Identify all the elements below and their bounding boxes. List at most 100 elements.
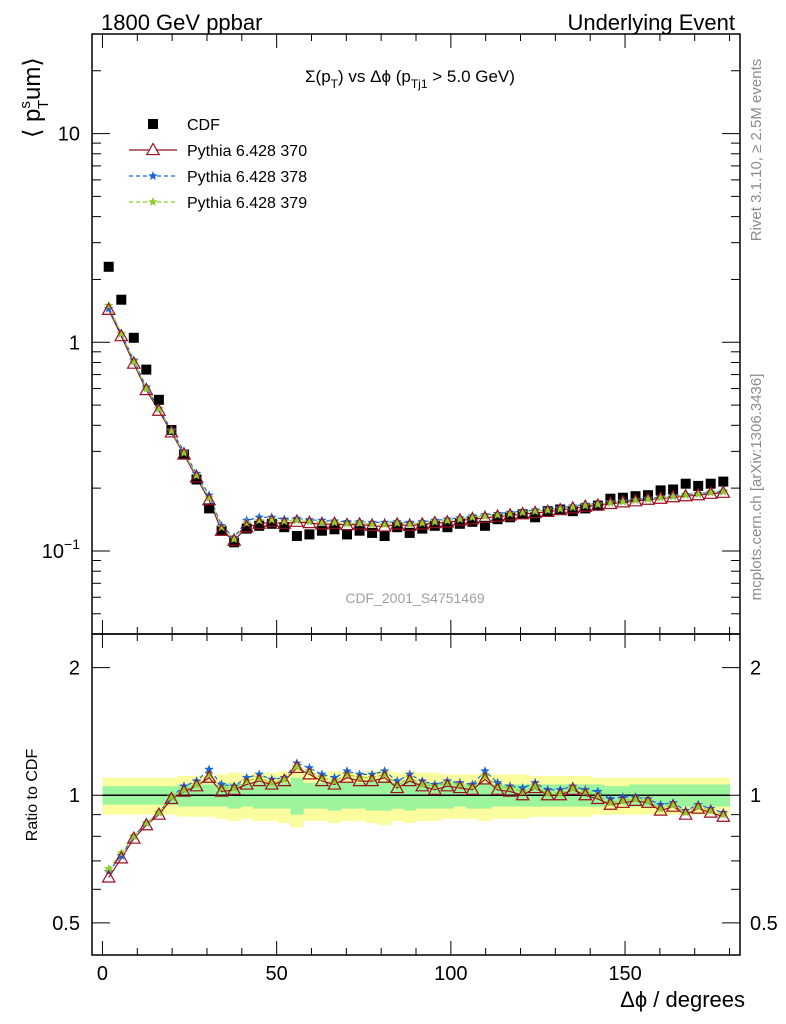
ratio-point-pythia-6-428-370-5 xyxy=(164,791,179,805)
ratio-point-pythia-6-428-379-18 xyxy=(329,776,340,786)
cdf-point-12 xyxy=(254,520,265,531)
main-point-pythia-6-428-379-26 xyxy=(430,516,440,526)
ratio-point-pythia-6-428-379-40 xyxy=(605,797,616,807)
cdf-point-32 xyxy=(505,512,516,523)
ratio-point-pythia-6-428-379-37 xyxy=(568,783,578,793)
ratio-point-pythia-6-428-370-3 xyxy=(139,817,154,831)
ratio-point-pythia-6-428-370-29 xyxy=(465,782,480,795)
ratio-point-pythia-6-428-379-9 xyxy=(216,783,227,793)
cdf-point-44 xyxy=(655,485,666,496)
main-point-pythia-6-428-379-36 xyxy=(555,503,565,513)
ratio-point-pythia-6-428-370-47 xyxy=(690,800,706,814)
cdf-point-19 xyxy=(342,529,352,540)
ratio-point-pythia-6-428-370-42 xyxy=(628,793,643,806)
main-point-pythia-6-428-370-33 xyxy=(515,506,530,520)
main-point-pythia-6-428-379-28 xyxy=(455,514,465,524)
main-point-pythia-6-428-379-18 xyxy=(329,517,340,527)
main-point-pythia-6-428-379-48 xyxy=(706,487,716,497)
ratio-point-pythia-6-428-370-27 xyxy=(440,778,455,792)
ratio-point-pythia-6-428-370-22 xyxy=(377,769,392,783)
cdf-point-13 xyxy=(266,518,277,529)
header-right: Underlying Event xyxy=(567,10,735,35)
main-point-pythia-6-428-379-21 xyxy=(367,519,377,529)
cdf-point-15 xyxy=(291,531,302,541)
ratio-point-pythia-6-428-370-38 xyxy=(578,787,593,801)
ratio-point-pythia-6-428-370-20 xyxy=(352,773,367,787)
main-y-tick-exponent: −1 xyxy=(64,536,80,552)
main-point-pythia-6-428-379-40 xyxy=(605,497,616,507)
main-point-pythia-6-428-379-49 xyxy=(718,486,728,496)
main-point-pythia-6-428-370-2 xyxy=(126,355,142,369)
main-point-pythia-6-428-370-15 xyxy=(289,514,305,527)
main-point-pythia-6-428-370-4 xyxy=(151,402,167,416)
main-point-pythia-6-428-379-15 xyxy=(292,515,302,525)
legend-marker-pythia-6-428-370 xyxy=(145,142,161,156)
ratio-point-pythia-6-428-379-29 xyxy=(467,781,478,791)
cdf-point-11 xyxy=(241,523,252,534)
main-point-pythia-6-428-379-0 xyxy=(104,300,114,310)
main-point-pythia-6-428-379-45 xyxy=(668,491,678,501)
ratio-point-pythia-6-428-370-26 xyxy=(427,782,443,795)
ratio-point-pythia-6-428-379-15 xyxy=(292,761,302,771)
main-point-pythia-6-428-379-29 xyxy=(467,512,478,522)
main-point-pythia-6-428-370-40 xyxy=(603,496,618,510)
ratio-point-pythia-6-428-370-13 xyxy=(264,776,279,790)
main-point-pythia-6-428-370-5 xyxy=(164,424,179,438)
ratio-point-pythia-6-428-379-23 xyxy=(392,779,402,789)
main-point-pythia-6-428-370-36 xyxy=(553,502,568,516)
main-point-pythia-6-428-379-23 xyxy=(392,518,402,528)
main-point-pythia-6-428-370-9 xyxy=(214,522,229,536)
main-point-pythia-6-428-370-24 xyxy=(402,518,417,531)
ratio-point-pythia-6-428-370-14 xyxy=(277,773,292,787)
main-point-pythia-6-428-379-13 xyxy=(267,514,277,524)
ratio-point-pythia-6-428-370-39 xyxy=(590,791,606,805)
ratio-point-pythia-6-428-370-40 xyxy=(603,796,618,810)
ratio-point-pythia-6-428-379-21 xyxy=(367,772,377,782)
x-tick-label-100: 100 xyxy=(434,963,467,985)
cdf-point-16 xyxy=(304,529,315,540)
main-point-pythia-6-428-370-27 xyxy=(440,514,455,528)
main-point-pythia-6-428-379-11 xyxy=(241,518,252,528)
ratio-point-pythia-6-428-379-25 xyxy=(417,779,427,789)
legend-label-pythia-6-428-378: Pythia 6.428 378 xyxy=(187,169,307,186)
ylabel-sup: s xyxy=(17,101,34,109)
ratio-point-pythia-6-428-379-46 xyxy=(680,807,691,817)
main-point-pythia-6-428-370-16 xyxy=(302,515,317,529)
cdf-point-37 xyxy=(567,506,578,517)
main-point-pythia-6-428-379-9 xyxy=(216,522,227,532)
ratio-point-pythia-6-428-370-2 xyxy=(126,830,142,844)
main-point-pythia-6-428-379-14 xyxy=(279,516,290,526)
ratio-point-pythia-6-428-370-1 xyxy=(114,850,129,864)
main-point-pythia-6-428-370-11 xyxy=(239,519,254,533)
ratio-point-pythia-6-428-379-31 xyxy=(492,781,503,791)
cdf-point-0 xyxy=(103,261,114,272)
main-point-pythia-6-428-370-26 xyxy=(427,515,443,529)
legend-marker-cdf xyxy=(148,119,158,129)
cdf-point-2 xyxy=(128,332,139,343)
mcplots-label: mcplots.cern.ch [arXiv:1306.3436] xyxy=(748,374,765,601)
title-part-b: ) vs Δϕ (p xyxy=(338,67,411,86)
main-point-pythia-6-428-370-7 xyxy=(189,469,204,483)
main-point-pythia-6-428-370-35 xyxy=(540,504,555,517)
ratio-point-pythia-6-428-379-22 xyxy=(379,769,390,779)
main-y-tick-label-1: 1 xyxy=(69,332,80,354)
ratio-point-pythia-6-428-370-48 xyxy=(703,804,718,818)
main-point-pythia-6-428-379-31 xyxy=(492,509,503,519)
title-part-c: > 5.0 GeV) xyxy=(428,67,515,86)
ratio-point-pythia-6-428-379-44 xyxy=(655,803,666,813)
main-y-tick-base: 10 xyxy=(58,124,80,146)
main-point-pythia-6-428-379-25 xyxy=(417,518,427,528)
ratio-point-pythia-6-428-370-12 xyxy=(252,773,267,787)
ratio-point-pythia-6-428-379-17 xyxy=(317,772,327,782)
main-point-pythia-6-428-370-21 xyxy=(364,518,380,531)
main-point-pythia-6-428-379-10 xyxy=(229,534,239,544)
ratio-point-pythia-6-428-379-34 xyxy=(530,781,540,791)
ratio-y-tick-label-right-1: 1 xyxy=(750,785,761,807)
ratio-point-pythia-6-428-379-26 xyxy=(430,781,440,791)
ratio-point-pythia-6-428-370-15 xyxy=(289,760,305,774)
ratio-point-pythia-6-428-370-31 xyxy=(490,782,505,795)
main-point-pythia-6-428-379-44 xyxy=(655,492,666,502)
cdf-point-1 xyxy=(116,294,127,305)
cdf-point-21 xyxy=(367,527,378,538)
